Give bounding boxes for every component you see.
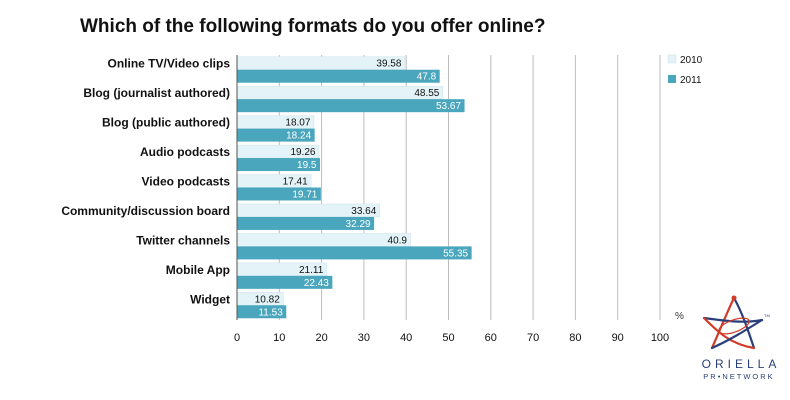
data-label-2011: 53.67 xyxy=(436,101,461,112)
svg-text:TM: TM xyxy=(764,313,770,318)
legend-swatch-2010 xyxy=(667,54,677,64)
data-label-2011: 19.71 xyxy=(292,190,317,201)
data-label-2010: 21.11 xyxy=(299,265,324,276)
data-label-2010: 10.82 xyxy=(255,294,280,305)
oriella-logo-icon: TM xyxy=(702,295,770,350)
category-label: Blog (journalist authored) xyxy=(83,86,230,100)
x-tick-label: 40 xyxy=(400,332,412,344)
category-labels: Online TV/Video clips Blog (journalist au… xyxy=(61,57,230,307)
bar-2011 xyxy=(237,99,465,113)
bar-2010 xyxy=(237,85,444,100)
bars: 39.58 47.8 48.55 53.67 18.07 18.24 19.26 19.5 17… xyxy=(237,56,472,319)
x-tick-label: 60 xyxy=(485,332,497,344)
data-label-2010: 39.58 xyxy=(376,59,401,70)
category-label: Widget xyxy=(190,292,230,306)
data-label-2010: 33.64 xyxy=(351,206,376,217)
category-label: Online TV/Video clips xyxy=(108,57,231,71)
data-label-2010: 19.26 xyxy=(290,147,315,158)
category-label: Video podcasts xyxy=(142,175,231,189)
bar-2011 xyxy=(237,158,320,172)
x-tick-label: 70 xyxy=(527,332,539,344)
data-label-2011: 19.5 xyxy=(297,160,317,171)
bar-2011 xyxy=(237,69,440,83)
data-label-2010: 48.55 xyxy=(414,88,439,99)
x-tick-label: 50 xyxy=(442,332,454,344)
legend: 2010 2011 xyxy=(667,54,703,86)
data-label-2011: 55.35 xyxy=(443,248,468,259)
data-label-2011: 22.43 xyxy=(304,278,329,289)
x-tick-label: 90 xyxy=(612,332,624,344)
category-label: Mobile App xyxy=(166,263,230,277)
x-axis-unit: % xyxy=(675,311,684,322)
bar-2011 xyxy=(237,187,321,201)
legend-label: 2011 xyxy=(680,75,702,86)
data-label-2011: 11.53 xyxy=(258,307,283,318)
x-tick-labels: 0 10 20 30 40 50 60 70 80 90 100 xyxy=(234,332,669,344)
data-label-2011: 32.29 xyxy=(346,219,371,230)
data-label-2010: 18.07 xyxy=(285,118,310,129)
legend-label: 2010 xyxy=(680,55,703,66)
category-label: Twitter channels xyxy=(136,233,230,247)
bar-2011 xyxy=(237,246,472,260)
bar-2011 xyxy=(237,128,315,142)
x-tick-label: 30 xyxy=(358,332,370,344)
category-label: Audio podcasts xyxy=(140,145,230,159)
category-label: Blog (public authored) xyxy=(102,116,230,130)
x-tick-label: 10 xyxy=(273,332,285,344)
data-label-2011: 47.8 xyxy=(417,72,437,83)
bar-2011 xyxy=(237,305,287,319)
x-tick-label: 100 xyxy=(651,332,669,344)
bar-2011 xyxy=(237,275,333,289)
bar-2010 xyxy=(237,233,411,247)
x-tick-label: 20 xyxy=(315,332,327,344)
x-tick-label: 0 xyxy=(234,332,240,344)
bar-2011 xyxy=(237,216,375,230)
logo-wordmark: ORIELLA xyxy=(701,357,781,371)
logo-subtitle: PR•NETWORK xyxy=(703,372,775,381)
chart-title: Which of the following formats do you of… xyxy=(80,16,546,37)
data-label-2011: 18.24 xyxy=(286,131,311,142)
x-tick-label: 80 xyxy=(569,332,581,344)
data-label-2010: 17.41 xyxy=(283,177,308,188)
data-label-2010: 40.9 xyxy=(388,235,408,246)
category-label: Community/discussion board xyxy=(61,204,230,218)
legend-swatch-2011 xyxy=(668,75,676,83)
